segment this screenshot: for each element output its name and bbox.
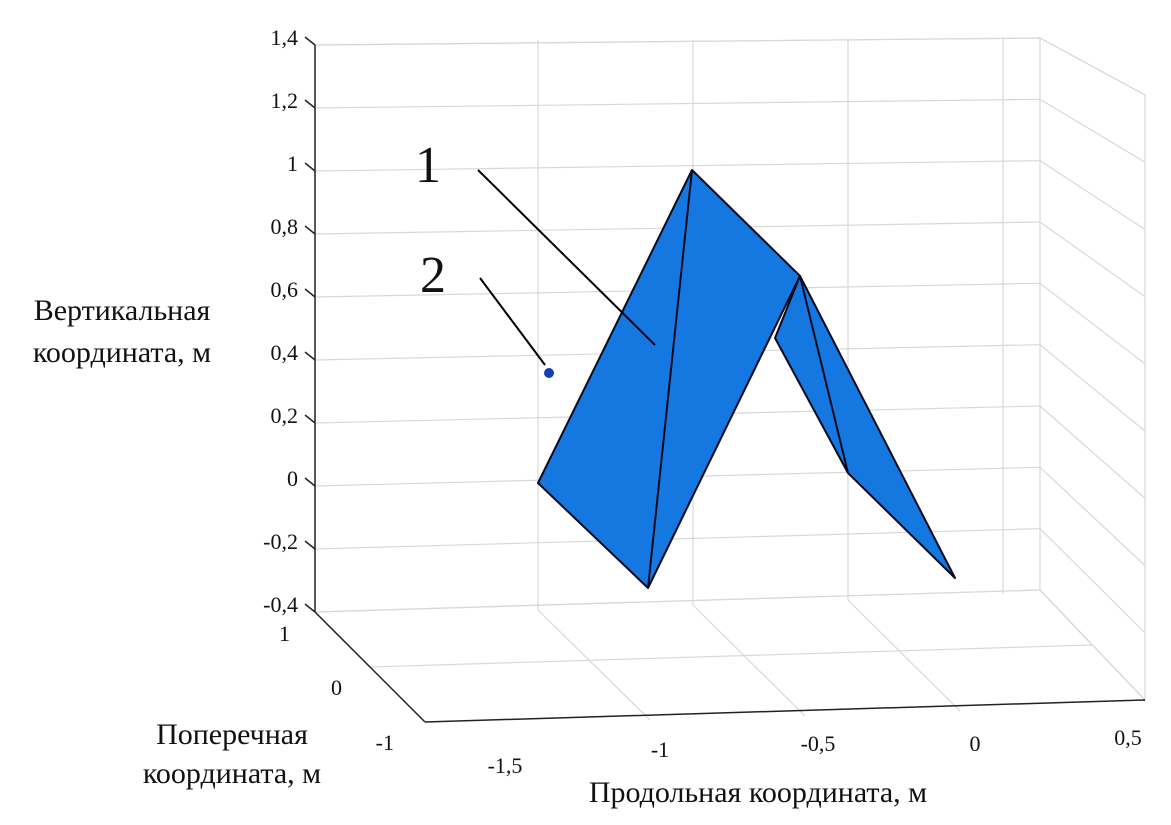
tick-mark: [304, 288, 316, 298]
grid-line: [1039, 589, 1146, 701]
surface: [537, 169, 956, 589]
tick-mark: [304, 162, 316, 172]
tick-mark: [304, 603, 316, 613]
grid-line: [1039, 466, 1146, 566]
axis-label: координата, м: [33, 336, 211, 369]
leader-line: [479, 277, 546, 366]
tick-mark: [304, 99, 316, 109]
right-wall: [1039, 37, 1146, 702]
axes: [314, 45, 1146, 723]
axis-label: Продольная координата, м: [589, 776, 927, 809]
z-tick-label: -0,4: [263, 592, 298, 617]
grid-line: [1039, 282, 1146, 365]
grid-line: [1039, 37, 1146, 96]
tick-mark: [304, 36, 316, 46]
y-axis: [314, 611, 426, 723]
grid-line: [314, 37, 1041, 46]
tick-mark: [304, 414, 316, 424]
surface-edge: [647, 169, 693, 589]
grid-line: [847, 599, 961, 712]
x-tick-label: 0: [970, 731, 981, 756]
tick-mark: [304, 540, 316, 550]
z-tick-label: 0: [287, 466, 298, 491]
grid-line: [1039, 344, 1146, 432]
grid-line: [1039, 98, 1146, 163]
z-tick-label: 1,4: [271, 25, 299, 50]
axis-label: координата, м: [143, 757, 321, 790]
x-tick-label: -0,5: [801, 731, 836, 756]
tick-mark: [304, 477, 316, 487]
x-tick-label: -1: [651, 737, 669, 762]
y-tick-label: 0: [331, 675, 342, 700]
axis-label: Поперечная: [156, 718, 308, 751]
grid-line: [314, 589, 1041, 613]
z-tick-label: 0,8: [271, 214, 299, 239]
grid-line: [314, 160, 1041, 172]
annotation: 1: [415, 137, 441, 194]
z-tick-label: 0,2: [271, 403, 299, 428]
axis-label: Вертикальная: [34, 294, 211, 327]
surface-face: [774, 275, 956, 579]
y-tick-label: -1: [376, 730, 394, 755]
z-tick-label: 1: [287, 151, 298, 176]
y-tick-label: 1: [279, 621, 290, 646]
grid-line: [1039, 528, 1146, 634]
grid-line: [369, 644, 1093, 668]
grid-line: [1039, 160, 1146, 230]
leader-line: [477, 169, 656, 346]
x-axis: [424, 699, 1146, 723]
grid-line: [692, 604, 806, 717]
x-tick-label: -1,5: [488, 753, 523, 778]
z-tick-label: -0,2: [263, 529, 298, 554]
z-grid: [304, 36, 1146, 701]
z-tick-label: 0,6: [271, 277, 299, 302]
grid-line: [1039, 405, 1146, 499]
surface-edge: [799, 275, 849, 474]
z-tick-label: 1,2: [271, 88, 299, 113]
annotation: 2: [420, 247, 446, 304]
grid-line: [537, 609, 651, 721]
grid-line: [1039, 221, 1146, 298]
tick-mark: [304, 225, 316, 235]
x-tick-label: 0,5: [1114, 725, 1142, 750]
point: [544, 368, 554, 378]
z-tick-label: 0,4: [271, 340, 299, 365]
grid-line: [314, 98, 1041, 109]
tick-mark: [304, 351, 316, 361]
